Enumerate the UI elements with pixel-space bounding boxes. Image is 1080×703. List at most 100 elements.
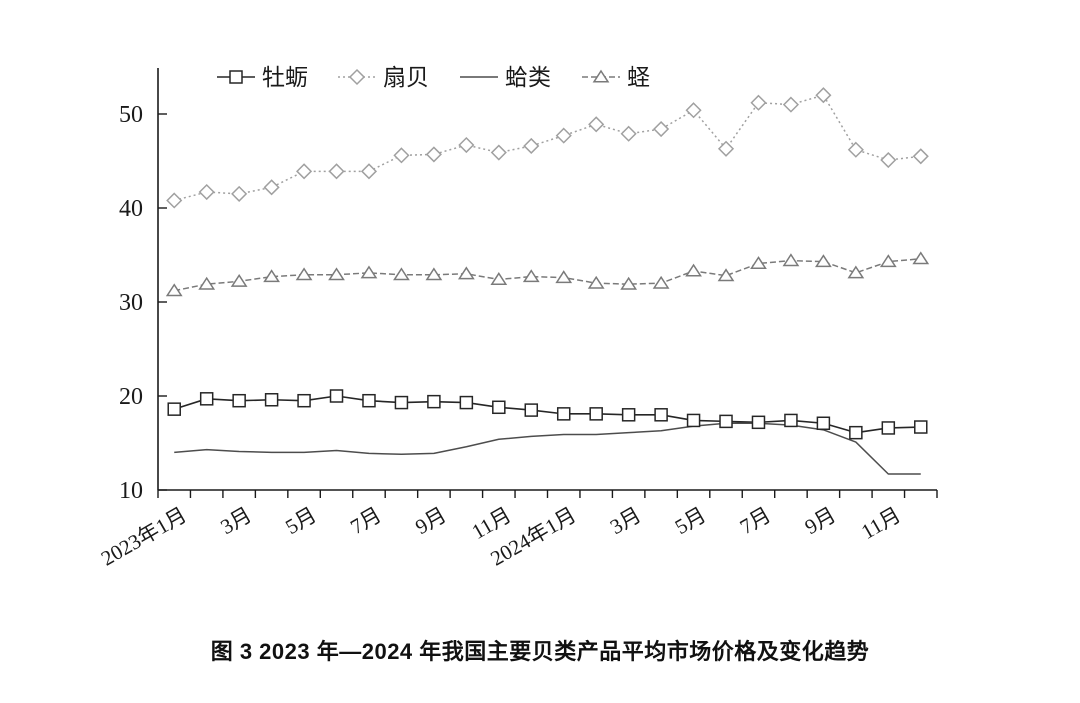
marker-razor-clam-7 bbox=[393, 267, 410, 281]
x-tick-label: 9月 bbox=[801, 503, 840, 540]
y-tick-label: 10 bbox=[119, 478, 143, 504]
y-tick-label: 20 bbox=[119, 384, 143, 410]
marker-oyster-4 bbox=[297, 393, 311, 408]
marker-oyster-16 bbox=[686, 413, 701, 428]
marker-oyster-13 bbox=[589, 407, 603, 421]
marker-razor-clam-11 bbox=[522, 269, 540, 283]
marker-scallop-18 bbox=[750, 94, 767, 111]
marker-oyster-11 bbox=[524, 403, 539, 417]
marker-scallop-7 bbox=[393, 147, 410, 164]
marker-razor-clam-16 bbox=[685, 263, 702, 277]
marker-oyster-2 bbox=[232, 393, 246, 408]
marker-oyster-9 bbox=[459, 395, 474, 410]
marker-razor-clam-18 bbox=[750, 256, 767, 270]
x-tick-label: 5月 bbox=[671, 503, 710, 540]
marker-oyster-12 bbox=[556, 407, 571, 421]
marker-razor-clam-6 bbox=[360, 265, 378, 279]
x-tick-label: 7月 bbox=[346, 503, 385, 540]
marker-razor-clam-13 bbox=[587, 275, 605, 289]
marker-razor-clam-22 bbox=[879, 254, 897, 268]
x-tick-label: 7月 bbox=[736, 503, 775, 540]
marker-scallop-22 bbox=[880, 151, 897, 169]
legend-label-clam: 蛤类 bbox=[505, 65, 551, 90]
marker-razor-clam-17 bbox=[717, 268, 735, 282]
marker-oyster-21 bbox=[849, 425, 863, 440]
marker-scallop-14 bbox=[620, 125, 637, 142]
marker-razor-clam-12 bbox=[555, 270, 573, 284]
marker-scallop-15 bbox=[653, 120, 670, 138]
marker-razor-clam-1 bbox=[198, 276, 216, 290]
x-tick-label: 3月 bbox=[216, 503, 255, 540]
marker-oyster-10 bbox=[492, 400, 506, 415]
marker-oyster-20 bbox=[816, 416, 831, 431]
marker-oyster-22 bbox=[881, 421, 896, 435]
marker-razor-clam-3 bbox=[263, 269, 280, 283]
marker-razor-clam-10 bbox=[490, 272, 508, 285]
marker-scallop-5 bbox=[328, 163, 345, 180]
marker-scallop-3 bbox=[263, 179, 280, 196]
legend-label-oyster: 牡蛎 bbox=[262, 65, 308, 90]
marker-scallop-8 bbox=[425, 146, 442, 163]
marker-scallop-19 bbox=[782, 96, 799, 113]
series-line-razor-clam bbox=[174, 258, 921, 292]
legend-marker-razor-clam bbox=[592, 69, 610, 83]
marker-scallop-12 bbox=[555, 127, 572, 144]
marker-oyster-19 bbox=[784, 413, 798, 428]
marker-scallop-0 bbox=[166, 192, 183, 209]
marker-scallop-1 bbox=[198, 183, 215, 201]
legend-marker-scallop bbox=[348, 68, 366, 86]
marker-oyster-1 bbox=[199, 392, 214, 406]
x-tick-label: 2023年1月 bbox=[97, 503, 191, 571]
series-line-clam bbox=[174, 422, 921, 475]
marker-razor-clam-19 bbox=[782, 253, 800, 267]
marker-scallop-10 bbox=[490, 144, 507, 161]
marker-scallop-13 bbox=[588, 116, 605, 133]
legend-label-razor-clam: 蛏 bbox=[627, 65, 650, 90]
marker-oyster-8 bbox=[427, 394, 441, 409]
x-tick-label: 5月 bbox=[281, 503, 320, 540]
marker-razor-clam-8 bbox=[425, 267, 443, 281]
x-tick-label: 11月 bbox=[857, 503, 905, 544]
marker-razor-clam-21 bbox=[847, 265, 865, 279]
marker-razor-clam-2 bbox=[230, 273, 248, 287]
marker-oyster-5 bbox=[329, 389, 344, 403]
y-tick-label: 30 bbox=[119, 290, 143, 316]
legend-label-scallop: 扇贝 bbox=[383, 65, 429, 90]
marker-scallop-6 bbox=[360, 163, 378, 180]
marker-razor-clam-14 bbox=[620, 276, 638, 290]
marker-oyster-23 bbox=[914, 420, 928, 434]
marker-razor-clam-4 bbox=[295, 267, 313, 281]
marker-razor-clam-5 bbox=[328, 267, 345, 281]
marker-scallop-17 bbox=[717, 140, 735, 157]
figure-caption: 图 3 2023 年—2024 年我国主要贝类产品平均市场价格及变化趋势 bbox=[210, 639, 870, 664]
series-line-scallop bbox=[174, 94, 921, 202]
marker-oyster-6 bbox=[362, 393, 376, 408]
marker-scallop-23 bbox=[912, 148, 929, 165]
y-tick-label: 50 bbox=[119, 102, 143, 128]
marker-razor-clam-15 bbox=[652, 275, 670, 289]
marker-scallop-4 bbox=[296, 163, 313, 180]
x-tick-label: 3月 bbox=[606, 503, 645, 540]
marker-scallop-2 bbox=[231, 185, 248, 202]
marker-scallop-16 bbox=[685, 102, 702, 119]
marker-oyster-14 bbox=[621, 408, 636, 422]
marker-scallop-11 bbox=[523, 137, 540, 155]
marker-oyster-0 bbox=[167, 402, 181, 416]
marker-scallop-9 bbox=[458, 136, 475, 154]
marker-oyster-17 bbox=[719, 414, 733, 429]
marker-razor-clam-0 bbox=[165, 283, 183, 297]
marker-oyster-3 bbox=[264, 393, 279, 407]
legend-marker-oyster bbox=[229, 70, 243, 84]
marker-oyster-18 bbox=[751, 415, 766, 430]
x-tick-label: 9月 bbox=[411, 503, 450, 540]
marker-razor-clam-20 bbox=[815, 254, 832, 268]
y-tick-label: 40 bbox=[119, 196, 143, 222]
marker-oyster-15 bbox=[654, 408, 668, 422]
marker-razor-clam-9 bbox=[457, 266, 475, 280]
marker-scallop-21 bbox=[847, 141, 864, 158]
marker-razor-clam-23 bbox=[912, 251, 930, 265]
marker-scallop-20 bbox=[815, 87, 832, 104]
marker-oyster-7 bbox=[394, 395, 409, 410]
